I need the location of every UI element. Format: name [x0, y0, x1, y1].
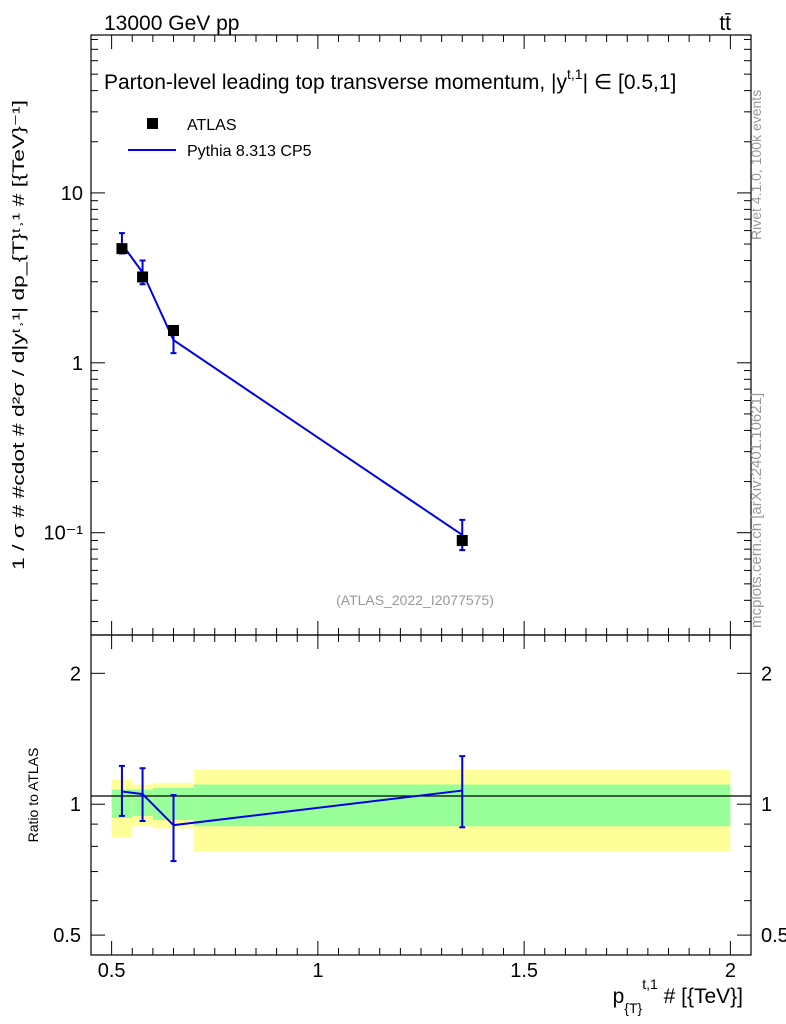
- ratio-bands: [111, 769, 731, 852]
- x-axis-title-sup: t,1: [642, 976, 658, 992]
- ratio-y-tick-label-left: 0.5: [53, 925, 81, 947]
- main-y-tick-label: 10: [61, 183, 83, 205]
- svg-text:p{T}t,1 # [{TeV}]: p{T}t,1 # [{TeV}]: [613, 976, 743, 1016]
- ratio-frame: [90, 634, 752, 956]
- legend: ATLAS Pythia 8.313 CP5: [128, 117, 312, 160]
- x-tick-label: 1.5: [510, 960, 538, 982]
- process-label: tt̄: [719, 12, 731, 35]
- main-panel: 10 1 10⁻¹ Parton-level leading top transve…: [9, 34, 752, 636]
- main-y-axis-title: 1 / σ # #cdot # d²σ / d|yᵗ˒¹| dp_{T}ᵗ˒¹ …: [9, 100, 28, 570]
- legend-atlas-marker: [147, 118, 158, 129]
- x-tick-label: 0.5: [98, 960, 126, 982]
- legend-pythia-label: Pythia 8.313 CP5: [187, 143, 312, 160]
- main-title-suffix: | ∈ [0.5,1]: [583, 71, 677, 94]
- ratio-y-tick-label-left: 2: [70, 663, 81, 685]
- ratio-y-tick-label-right: 0.5: [761, 925, 786, 947]
- x-axis-title: p{T}t,1 # [{TeV}]: [613, 976, 743, 1016]
- energy-label: 13000 GeV pp: [104, 12, 239, 35]
- analysis-tag: (ATLAS_2022_I2077575): [336, 592, 494, 608]
- ratio-y-tick-label-right: 1: [761, 794, 772, 816]
- main-title-sup: t,1: [567, 66, 583, 82]
- ratio-y-tick-label-left: 1: [70, 794, 81, 816]
- x-tick-label: 1: [312, 960, 323, 982]
- atlas-data-point: [137, 271, 149, 283]
- main-title: Parton-level leading top transverse mome…: [104, 66, 676, 94]
- main-axis-ticks: 10 1 10⁻¹: [44, 35, 752, 635]
- rivet-label: Rivet 4.1.0, 100k events: [748, 90, 764, 240]
- main-y-tick-label: 1: [72, 353, 83, 375]
- mcplots-label: mcplots.cern.ch [arXiv:2401.10621]: [748, 393, 765, 628]
- svg-text:Parton-level leading top trans: Parton-level leading top transverse mome…: [104, 66, 676, 94]
- x-axis-title-p: p: [613, 985, 625, 1008]
- main-data-layer: [116, 232, 468, 552]
- ratio-panel: 0.5 0.5 1 1 2 2 0.5 1 1.5 2 Ratio to ATLAS: [25, 634, 786, 982]
- main-y-tick-label: 10⁻¹: [44, 523, 84, 545]
- legend-atlas-label: ATLAS: [187, 117, 237, 134]
- atlas-data-point: [456, 534, 468, 546]
- main-title-text: Parton-level leading top transverse mome…: [104, 71, 568, 94]
- pythia-curve: [121, 243, 463, 536]
- ratio-data-layer: [118, 755, 466, 863]
- x-axis-title-sub: {T}: [624, 1000, 642, 1016]
- x-axis-title-suffix: # [{TeV}]: [658, 985, 743, 1008]
- x-tick-label: 2: [725, 960, 736, 982]
- ratio-y-axis-title: Ratio to ATLAS: [25, 748, 41, 843]
- atlas-data-point: [168, 324, 179, 336]
- atlas-data-point: [116, 243, 128, 255]
- ratio-y-tick-label-right: 2: [761, 663, 772, 685]
- ratio-pythia-curve: [121, 789, 463, 827]
